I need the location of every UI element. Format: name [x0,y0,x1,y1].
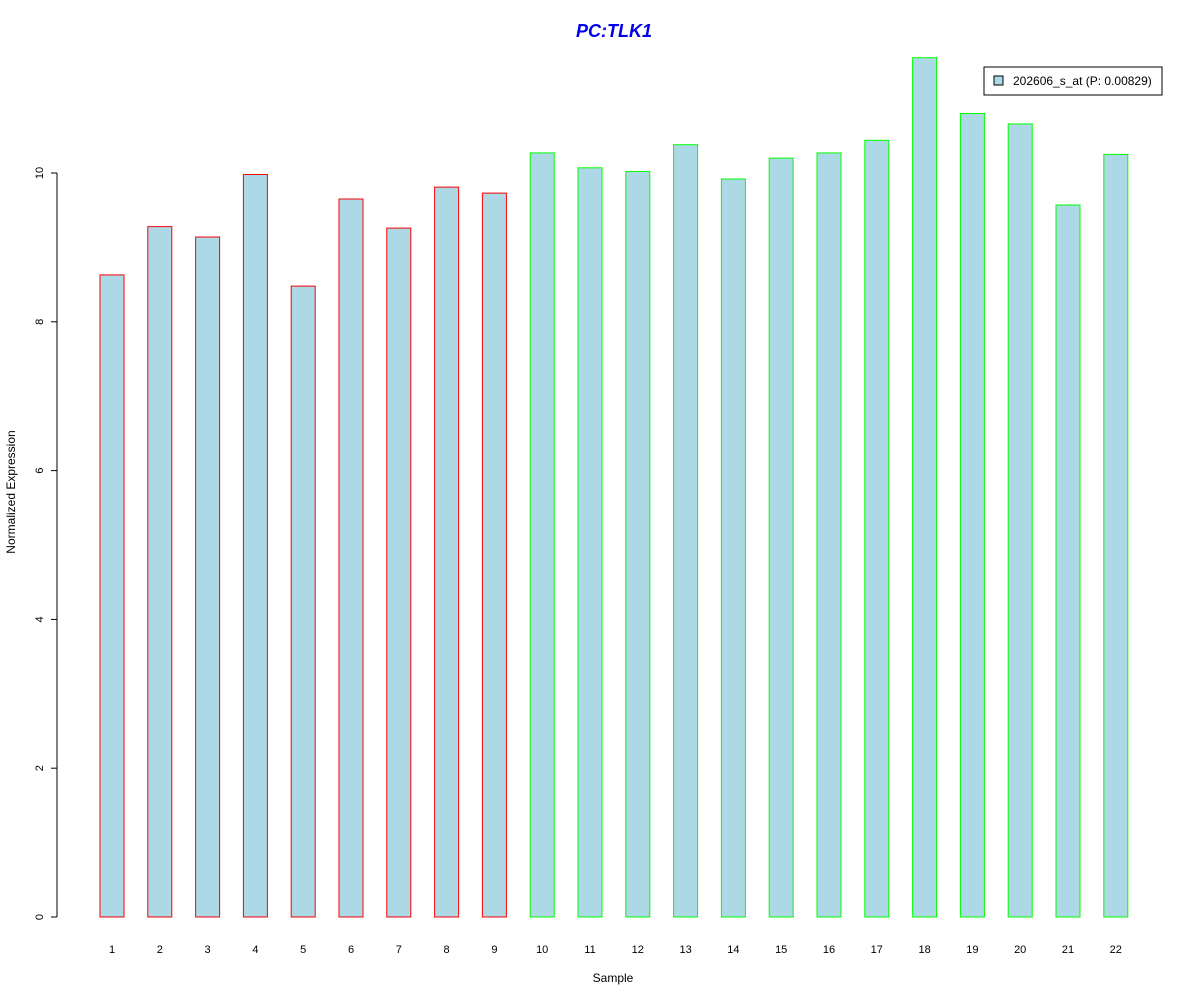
bar-sample-2 [147,226,173,918]
x-tick-label: 8 [444,944,450,956]
bar-sample-20 [1007,123,1033,918]
bar-sample-14 [720,178,746,918]
bar-sample-12 [625,171,651,918]
x-tick-label: 11 [584,944,595,956]
x-tick-label: 2 [157,944,163,956]
x-tick-label: 4 [252,944,258,956]
y-axis: 0 2 4 6 8 10 [34,167,58,920]
y-tick-label: 0 [34,914,46,920]
x-tick-label: 18 [918,944,930,956]
x-tick-label: 5 [300,944,306,956]
legend-label: 202606_s_at (P: 0.00829) [1013,74,1152,88]
bar-sample-1 [99,274,125,918]
y-tick-label: 2 [34,765,46,771]
x-tick-label: 1 [109,944,115,956]
legend: 202606_s_at (P: 0.00829) [983,66,1163,96]
x-tick-label: 16 [823,944,835,956]
y-tick-label: 10 [34,167,46,179]
x-tick-label: 20 [1014,944,1026,956]
y-tick-label: 8 [34,319,46,325]
y-tick-label: 6 [34,468,46,474]
x-tick-label: 21 [1062,944,1074,956]
bar-sample-21 [1055,204,1081,918]
bar-sample-7 [386,227,412,918]
chart-title: PC:TLK1 [576,21,652,41]
y-tick-label: 4 [34,616,46,622]
x-tick-label: 6 [348,944,354,956]
legend-box [983,66,1163,96]
y-axis-title: Normalized Expression [4,430,18,553]
bar-sample-17 [864,139,890,918]
x-tick-label: 12 [632,944,644,956]
bar-sample-5 [290,285,316,918]
bar-sample-10 [529,152,555,918]
x-tick-label: 22 [1110,944,1122,956]
bar-sample-11 [577,167,603,918]
x-tick-label: 19 [966,944,978,956]
bar-sample-15 [768,157,794,918]
bar-sample-19 [959,113,985,918]
bar-sample-16 [816,152,842,918]
x-tick-label: 14 [727,944,739,956]
x-axis-title: Sample [593,971,634,985]
x-tick-label: 3 [205,944,211,956]
bar-sample-4 [242,174,268,918]
x-tick-label: 17 [871,944,883,956]
bar-sample-9 [481,192,507,918]
x-tick-label: 10 [536,944,548,956]
legend-swatch [993,75,1004,86]
x-tick-label: 13 [679,944,691,956]
bar-sample-18 [912,57,938,918]
x-tick-label: 9 [491,944,497,956]
x-tick-label: 15 [775,944,787,956]
bar-sample-13 [673,144,699,918]
x-tick-label: 7 [396,944,402,956]
bar-sample-8 [434,186,460,918]
bars [99,57,1129,918]
x-axis-labels: 1 2 3 4 5 6 7 8 9 10 11 12 13 14 15 16 17 18 19 20 21 22 [109,944,1122,956]
bar-sample-6 [338,198,364,918]
bar-sample-3 [195,236,221,918]
bar-sample-22 [1103,153,1129,918]
